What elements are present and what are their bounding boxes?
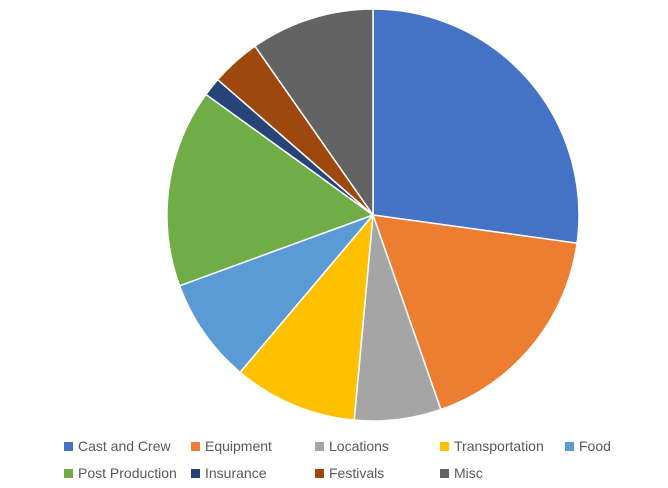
legend-swatch: [440, 441, 449, 451]
legend-label: Insurance: [205, 465, 267, 481]
legend-item-insurance: Insurance: [191, 463, 266, 483]
legend-label: Misc: [454, 465, 483, 481]
legend-swatch: [64, 468, 73, 478]
legend-item-equipment: Equipment: [191, 436, 272, 456]
legend-swatch: [191, 441, 200, 451]
legend-swatch: [315, 441, 324, 451]
legend-item-transportation: Transportation: [440, 436, 544, 456]
pie-slice-cast-and-crew: [372, 8, 580, 244]
legend-label: Post Production: [78, 465, 177, 481]
legend-row-2: Post Production Insurance Festivals Misc: [0, 463, 668, 483]
legend-item-locations: Locations: [315, 436, 389, 456]
legend-label: Equipment: [205, 438, 272, 454]
legend-swatch: [565, 441, 574, 451]
legend-row-1: Cast and Crew Equipment Locations Transp…: [0, 436, 668, 456]
legend-swatch: [191, 468, 200, 478]
legend-label: Transportation: [454, 438, 544, 454]
legend-label: Cast and Crew: [78, 438, 171, 454]
legend-item-food: Food: [565, 436, 611, 456]
legend-item-festivals: Festivals: [315, 463, 384, 483]
pie-slice-post-production: [166, 93, 374, 287]
legend-swatch: [315, 468, 324, 478]
legend-swatch: [64, 441, 73, 451]
legend-label: Locations: [329, 438, 389, 454]
pie-slice-food: [178, 214, 374, 374]
legend-item-misc: Misc: [440, 463, 483, 483]
legend-label: Festivals: [329, 465, 385, 481]
legend-label: Food: [579, 438, 611, 454]
legend-item-post-production: Post Production: [64, 463, 177, 483]
legend-swatch: [440, 468, 449, 478]
pie-slice-transportation: [239, 214, 374, 421]
legend-item-cast-and-crew: Cast and Crew: [64, 436, 171, 456]
pie-slice-misc: [254, 8, 374, 216]
